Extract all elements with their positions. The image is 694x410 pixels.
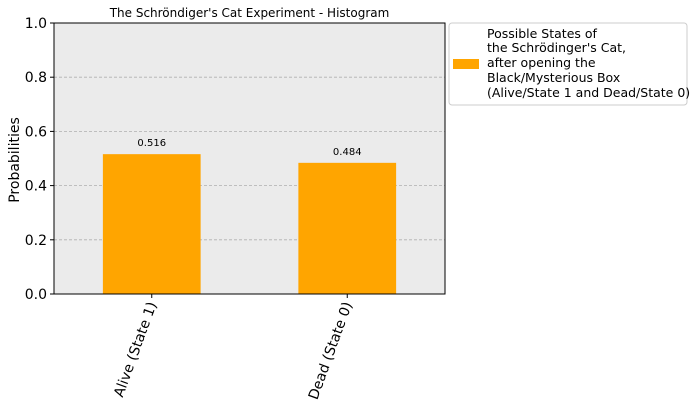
x-axis-ticks: Alive (State 1) Dead (State 0) — [111, 294, 356, 402]
y-tick-label: 0.4 — [25, 179, 47, 195]
bar — [298, 162, 397, 294]
y-tick-label: 0.6 — [25, 124, 47, 140]
x-tick-label: Alive (State 1) — [111, 300, 160, 399]
y-tick-label: 0.2 — [25, 233, 47, 249]
plot-frame — [53, 22, 446, 295]
x-tick-label: Dead (State 0) — [306, 300, 356, 402]
y-axis-label: Probabilities — [7, 117, 23, 203]
bar-value-label: 0.484 — [333, 147, 362, 158]
legend-label-line-2: the Schrödinger's Cat, — [487, 40, 626, 55]
bar-value-label: 0.516 — [137, 138, 166, 149]
legend: Possible States of the Schrödinger's Cat… — [448, 22, 690, 106]
bar — [102, 154, 201, 294]
y-tick-label: 0.0 — [25, 287, 47, 303]
legend-label-line-1: Possible States of — [487, 26, 598, 41]
bars — [102, 154, 397, 294]
y-tick-label: 0.8 — [25, 70, 47, 86]
y-tick-label: 1.0 — [25, 16, 47, 32]
chart-title: The Schröndiger's Cat Experiment - Histo… — [109, 6, 390, 20]
legend-box — [448, 22, 688, 106]
y-axis-ticks: 0.0 0.2 0.4 0.6 0.8 1.0 — [25, 16, 54, 303]
legend-label-line-3: after opening the — [487, 55, 596, 70]
legend-label-line-5: (Alive/State 1 and Dead/State 0) — [487, 85, 690, 100]
legend-swatch — [453, 59, 479, 69]
legend-label-line-4: Black/Mysterious Box — [487, 70, 620, 85]
bar-value-labels: 0.516 0.484 — [137, 138, 361, 158]
